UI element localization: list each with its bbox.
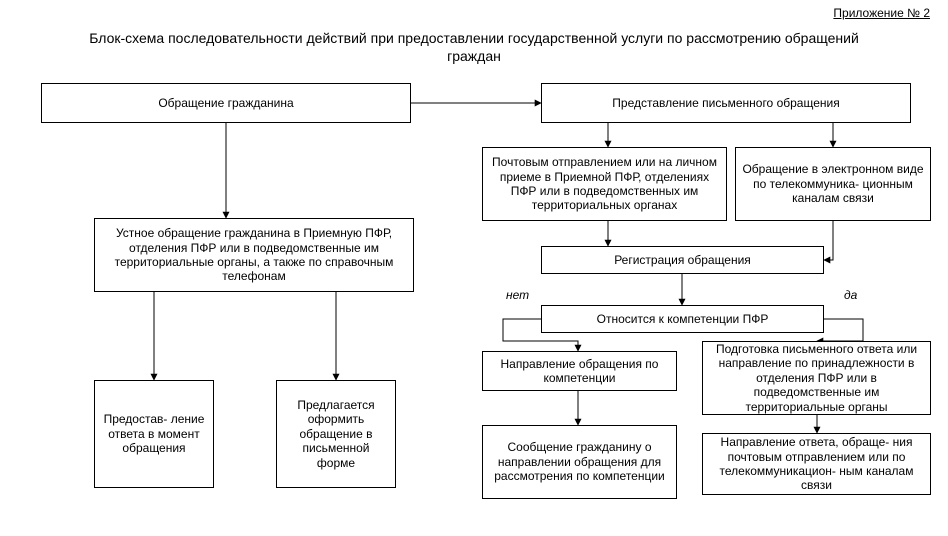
- edge-e_n4_n6: [824, 221, 833, 260]
- node-route-by-competence: Направление обращения по компетенции: [482, 351, 677, 391]
- diagram-title: Блок-схема последовательности действий п…: [80, 30, 868, 65]
- node-notify-citizen: Сообщение гражданину о направлении обращ…: [482, 425, 677, 499]
- flowchart-canvas: Приложение № 2 Блок-схема последовательн…: [0, 0, 948, 536]
- node-prepare-reply: Подготовка письменного ответа или направ…: [702, 341, 931, 415]
- node-competence-check: Относится к компетенции ПФР: [541, 305, 824, 333]
- node-postal-inperson: Почтовым отправлением или на личном прие…: [482, 147, 727, 221]
- label-yes: да: [844, 288, 857, 302]
- node-registration: Регистрация обращения: [541, 246, 824, 274]
- annex-label: Приложение № 2: [833, 6, 930, 20]
- node-immediate-reply: Предостав- ление ответа в момент обращен…: [94, 380, 214, 488]
- node-written-submission: Представление письменного обращения: [541, 83, 911, 123]
- node-oral-appeal: Устное обращение гражданина в Приемную П…: [94, 218, 414, 292]
- node-send-reply: Направление ответа, обраще- ния почтовым…: [702, 433, 931, 495]
- node-citizen-appeal: Обращение гражданина: [41, 83, 411, 123]
- edge-e_n7_no: [503, 319, 541, 336]
- node-electronic-channels: Обращение в электронном виде по телекомм…: [735, 147, 931, 221]
- edge-e_n7_yes: [824, 319, 863, 336]
- label-no: нет: [506, 288, 529, 302]
- edge-e_no_n8: [503, 336, 578, 351]
- node-offer-written-form: Предлагается оформить обращение в письме…: [276, 380, 396, 488]
